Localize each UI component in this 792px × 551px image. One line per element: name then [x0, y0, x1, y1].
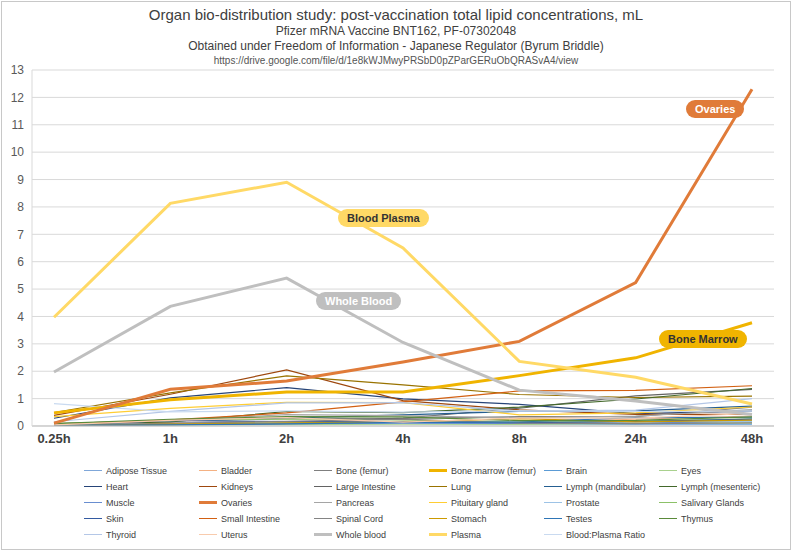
html-text:Pfizer mRNA Vaccine BNT162, PF: Pfizer mRNA Vaccine BNT162, PF-07302048 — [275, 24, 517, 38]
html-text:Prostate: Prostate — [566, 497, 600, 508]
html-text:Bone (femur): Bone (femur) — [336, 465, 389, 476]
svg-text:48h: 48h — [741, 431, 763, 446]
svg-text:12: 12 — [11, 91, 25, 105]
svg-text:8h: 8h — [512, 431, 527, 446]
html-text:Heart: Heart — [106, 481, 128, 492]
svg-text:1: 1 — [17, 392, 24, 406]
html-text:Lymph (mandibular): Lymph (mandibular) — [566, 481, 646, 492]
svg-text:2h: 2h — [279, 431, 294, 446]
html-text:Eyes: Eyes — [681, 465, 701, 476]
svg-text:11: 11 — [12, 118, 25, 132]
html-text:Ovaries: Ovaries — [221, 497, 252, 508]
html-text:Bone Marrow: Bone Marrow — [668, 333, 738, 345]
html-text:Thymus: Thymus — [681, 513, 713, 524]
html-text:Large Intestine: Large Intestine — [336, 481, 396, 492]
html-text:Salivary Glands: Salivary Glands — [681, 497, 744, 508]
html-text:Stomach: Stomach — [451, 513, 487, 524]
svg-text:24h: 24h — [624, 431, 646, 446]
html-text:Small Intestine: Small Intestine — [221, 513, 280, 524]
html-text:Kidneys: Kidneys — [221, 481, 253, 492]
svg-text:10: 10 — [11, 145, 25, 159]
svg-text:7: 7 — [17, 228, 24, 242]
html-text:Testes: Testes — [566, 513, 592, 524]
html-text:Whole blood: Whole blood — [336, 529, 386, 540]
html-text:Blood Plasma: Blood Plasma — [347, 212, 420, 224]
svg-text:5: 5 — [17, 282, 24, 296]
html-text:Blood:Plasma Ratio: Blood:Plasma Ratio — [566, 529, 645, 540]
html-text:Skin: Skin — [106, 513, 124, 524]
svg-text:4h: 4h — [395, 431, 410, 446]
html-text:Brain: Brain — [566, 465, 587, 476]
html-text:Organ bio-distribution study:: Organ bio-distribution study: post-vacci… — [148, 6, 644, 23]
svg-text:0: 0 — [17, 419, 24, 433]
html-text:Obtained under Freedom of Info: Obtained under Freedom of Information - … — [188, 39, 604, 53]
html-text:Plasma: Plasma — [451, 529, 481, 540]
html-text:Ovaries: Ovaries — [695, 103, 736, 115]
html-text:Pancreas: Pancreas — [336, 497, 374, 508]
html-text:Whole Blood: Whole Blood — [325, 295, 393, 307]
svg-text:13: 13 — [11, 63, 25, 77]
svg-text:1h: 1h — [163, 431, 178, 446]
svg-text:8: 8 — [17, 200, 24, 214]
html-text:Lymph (mesenteric): Lymph (mesenteric) — [681, 481, 761, 492]
html-text:Uterus: Uterus — [221, 529, 248, 540]
html-text:Adipose Tissue: Adipose Tissue — [106, 465, 167, 476]
html-text:Bone marrow (femur): Bone marrow (femur) — [451, 465, 536, 476]
html-text:https://drive.google.com/file/: https://drive.google.com/file/d/1e8kWJMw… — [213, 55, 579, 66]
html-text:Lung: Lung — [451, 481, 471, 492]
html-text:Bladder: Bladder — [221, 465, 252, 476]
svg-text:3: 3 — [17, 337, 24, 351]
html-text:Pituitary gland: Pituitary gland — [451, 497, 508, 508]
svg-text:0.25h: 0.25h — [37, 431, 70, 446]
html-text:Thyroid: Thyroid — [106, 529, 136, 540]
svg-text:9: 9 — [17, 173, 24, 187]
html-text:Spinal Cord: Spinal Cord — [336, 513, 383, 524]
svg-text:6: 6 — [17, 255, 24, 269]
svg-text:2: 2 — [17, 364, 24, 378]
svg-text:4: 4 — [17, 310, 24, 324]
html-text:Muscle: Muscle — [106, 497, 135, 508]
